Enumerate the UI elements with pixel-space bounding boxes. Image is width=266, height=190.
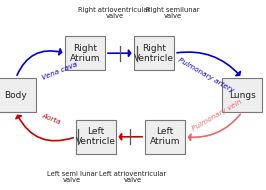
FancyBboxPatch shape	[134, 36, 174, 70]
Text: Left atrioventricular
valve: Left atrioventricular valve	[99, 171, 167, 183]
FancyBboxPatch shape	[0, 78, 36, 112]
FancyBboxPatch shape	[76, 120, 116, 154]
Text: Left
Ventricle: Left Ventricle	[76, 127, 116, 146]
Text: Left
Atrium: Left Atrium	[150, 127, 180, 146]
Text: Right semilunar
valve: Right semilunar valve	[146, 7, 200, 19]
Text: Right atrioventricular
valve: Right atrioventricular valve	[78, 7, 151, 19]
Text: Body: Body	[5, 90, 27, 100]
FancyBboxPatch shape	[65, 36, 105, 70]
Text: Right
Ventricle: Right Ventricle	[134, 44, 174, 63]
Text: Aorta: Aorta	[41, 112, 62, 125]
Text: Pulmonary artery: Pulmonary artery	[177, 57, 235, 93]
Text: Right
Atrium: Right Atrium	[70, 44, 100, 63]
FancyBboxPatch shape	[222, 78, 262, 112]
Text: Pulmonary vein: Pulmonary vein	[191, 98, 243, 132]
Text: Vena cava: Vena cava	[41, 61, 78, 81]
FancyBboxPatch shape	[145, 120, 185, 154]
Text: Lungs: Lungs	[229, 90, 255, 100]
Text: Left semi lunar
valve: Left semi lunar valve	[47, 171, 97, 183]
